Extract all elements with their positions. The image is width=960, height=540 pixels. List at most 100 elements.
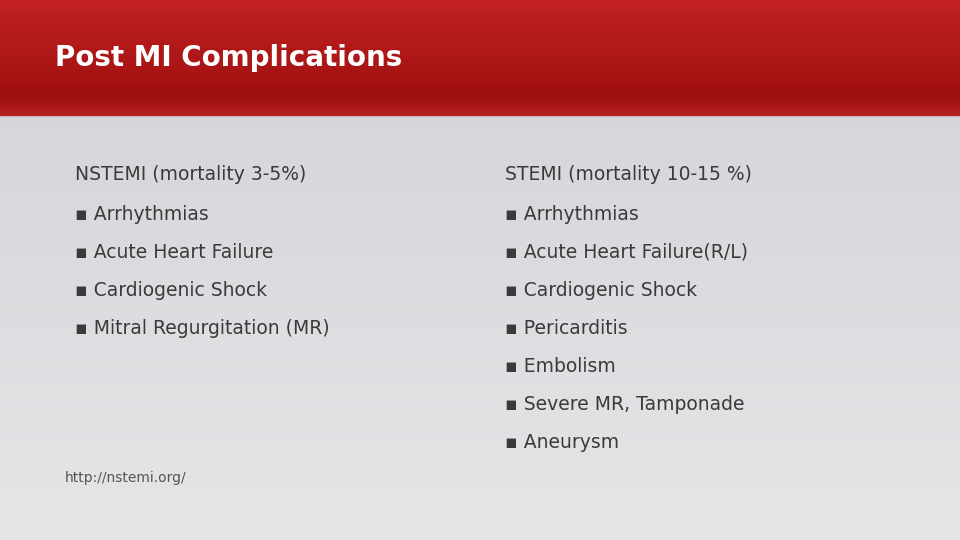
Bar — [0, 373, 960, 374]
Bar — [0, 29, 960, 31]
Bar — [0, 416, 960, 417]
Bar — [0, 19, 960, 20]
Bar — [0, 315, 960, 317]
Bar — [0, 490, 960, 491]
Bar — [0, 301, 960, 302]
Bar — [0, 21, 960, 22]
Bar — [0, 0, 960, 2]
Bar — [0, 518, 960, 520]
Bar — [0, 193, 960, 194]
Bar — [0, 196, 960, 198]
Bar — [0, 36, 960, 37]
Bar — [0, 366, 960, 367]
Bar — [0, 29, 960, 30]
Bar — [0, 70, 960, 71]
Bar — [0, 261, 960, 263]
Bar — [0, 223, 960, 225]
Bar — [0, 420, 960, 421]
Bar — [0, 17, 960, 18]
Bar — [0, 22, 960, 23]
Bar — [0, 11, 960, 12]
Bar — [0, 31, 960, 32]
Bar — [0, 533, 960, 535]
Bar — [0, 471, 960, 474]
Bar — [0, 495, 960, 497]
Bar — [0, 177, 960, 178]
Bar — [0, 49, 960, 50]
Bar — [0, 120, 960, 123]
Bar — [0, 331, 960, 333]
Bar — [0, 4, 960, 5]
Bar — [0, 241, 960, 243]
Bar — [0, 123, 960, 124]
Bar — [0, 427, 960, 428]
Bar — [0, 340, 960, 342]
Bar — [0, 77, 960, 79]
Bar — [0, 228, 960, 231]
Bar — [0, 265, 960, 266]
Bar — [0, 182, 960, 184]
Bar — [0, 71, 960, 72]
Bar — [0, 59, 960, 60]
Bar — [0, 139, 960, 140]
Bar — [0, 85, 960, 86]
Bar — [0, 50, 960, 51]
Bar — [0, 6, 960, 8]
Bar — [0, 463, 960, 464]
Bar — [0, 49, 960, 50]
Bar — [0, 75, 960, 76]
Bar — [0, 88, 960, 90]
Bar — [0, 400, 960, 401]
Bar — [0, 52, 960, 53]
Bar — [0, 105, 960, 106]
Bar — [0, 214, 960, 216]
Bar — [0, 279, 960, 281]
Bar — [0, 274, 960, 275]
Bar — [0, 313, 960, 315]
Bar — [0, 502, 960, 504]
Bar — [0, 103, 960, 104]
Bar — [0, 209, 960, 211]
Bar — [0, 66, 960, 67]
Bar — [0, 336, 960, 339]
Bar — [0, 7, 960, 9]
Bar — [0, 232, 960, 234]
Bar — [0, 99, 960, 101]
Bar — [0, 80, 960, 82]
Bar — [0, 112, 960, 113]
Bar — [0, 90, 960, 91]
Bar — [0, 351, 960, 353]
Bar — [0, 47, 960, 49]
Bar — [0, 320, 960, 322]
Bar — [0, 312, 960, 313]
Bar — [0, 74, 960, 76]
Bar — [0, 194, 960, 196]
Bar — [0, 401, 960, 403]
Bar — [0, 106, 960, 108]
Bar — [0, 30, 960, 31]
Bar — [0, 522, 960, 524]
Bar — [0, 398, 960, 400]
Bar — [0, 93, 960, 94]
Bar — [0, 363, 960, 366]
Bar — [0, 76, 960, 77]
Bar — [0, 131, 960, 133]
Bar — [0, 387, 960, 389]
Bar — [0, 488, 960, 490]
Bar — [0, 40, 960, 41]
Bar — [0, 536, 960, 538]
Bar — [0, 393, 960, 394]
Bar — [0, 160, 960, 162]
Bar — [0, 104, 960, 106]
Bar — [0, 306, 960, 308]
Bar — [0, 286, 960, 288]
Bar — [0, 50, 960, 52]
Bar — [0, 15, 960, 16]
Bar — [0, 22, 960, 23]
Bar — [0, 441, 960, 443]
Bar — [0, 464, 960, 466]
Bar — [0, 150, 960, 151]
Bar — [0, 266, 960, 268]
Bar — [0, 491, 960, 493]
Bar — [0, 504, 960, 506]
